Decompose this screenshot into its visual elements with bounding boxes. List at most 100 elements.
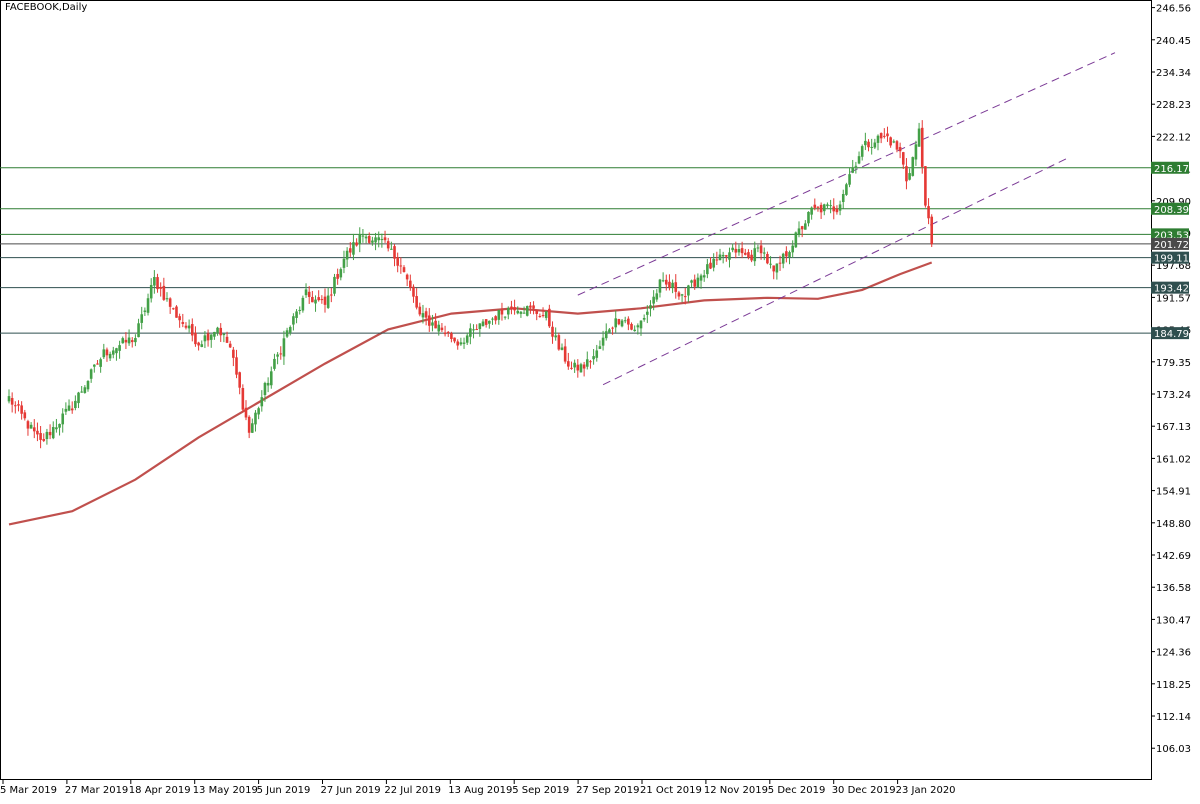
candle xyxy=(488,320,491,329)
candle-body xyxy=(797,228,801,235)
candle-body xyxy=(829,205,832,207)
candle xyxy=(301,295,305,313)
x-tick-label: 27 Mar 2019 xyxy=(65,785,128,796)
candle xyxy=(317,290,320,302)
candle xyxy=(674,274,678,299)
candle-body xyxy=(664,279,668,285)
candle-body xyxy=(898,147,902,152)
candle-body xyxy=(737,249,741,253)
candle-body xyxy=(238,372,241,388)
candle-body xyxy=(206,333,210,341)
y-tick-label: 136.58 xyxy=(1156,583,1191,594)
candle-body xyxy=(510,306,513,309)
candle-body xyxy=(118,345,121,351)
candle xyxy=(358,227,362,253)
candle-body xyxy=(355,242,358,246)
candle-body xyxy=(51,427,55,439)
candle-body xyxy=(699,275,703,281)
y-tick-label: 179.35 xyxy=(1156,358,1191,369)
candle-body xyxy=(228,343,232,348)
candle-body xyxy=(130,340,134,343)
candle xyxy=(339,267,343,281)
candle-body xyxy=(77,392,80,404)
candle-body xyxy=(822,204,826,212)
candle-body xyxy=(386,241,390,249)
candle xyxy=(105,347,109,362)
candle xyxy=(576,359,580,378)
candle xyxy=(99,357,102,373)
candle xyxy=(838,200,842,216)
candle-body xyxy=(778,262,782,264)
candle xyxy=(216,326,219,336)
candle-body xyxy=(810,207,813,215)
candle xyxy=(314,295,317,312)
x-tick-label: 5 Jun 2019 xyxy=(257,785,311,796)
candle xyxy=(494,315,497,325)
candle-body xyxy=(358,234,362,245)
candle-body xyxy=(153,277,156,286)
candle xyxy=(23,409,27,421)
candle-body xyxy=(273,358,276,369)
candle xyxy=(567,352,570,370)
candle-body xyxy=(604,331,608,339)
candle xyxy=(323,288,327,313)
candle xyxy=(911,156,915,177)
candle xyxy=(655,289,659,302)
candle xyxy=(573,359,576,373)
candle xyxy=(399,257,403,274)
candle-body xyxy=(617,318,621,325)
candle xyxy=(772,265,776,280)
candle-body xyxy=(750,254,753,261)
candle-body xyxy=(257,408,260,415)
candle xyxy=(585,351,589,370)
x-tick-label: 21 Oct 2019 xyxy=(640,785,702,796)
candle xyxy=(20,401,23,420)
candle-body xyxy=(668,281,671,288)
candle-body xyxy=(563,346,567,362)
candle xyxy=(835,205,839,215)
candle-body xyxy=(99,359,102,367)
candle-body xyxy=(642,318,646,320)
candle-body xyxy=(314,299,317,304)
candle xyxy=(276,352,279,365)
candle-body xyxy=(516,310,520,314)
candle xyxy=(130,337,134,348)
y-tick-label: 173.24 xyxy=(1156,390,1191,401)
candle xyxy=(298,306,302,315)
candle-body xyxy=(529,305,532,308)
candle-body xyxy=(886,133,889,137)
candle-body xyxy=(159,287,162,289)
candle-body xyxy=(149,284,153,299)
candle xyxy=(307,286,311,304)
candle xyxy=(86,380,90,392)
candle-body xyxy=(835,208,839,213)
candle-body xyxy=(443,332,447,335)
candle-body xyxy=(377,237,381,241)
candle-body xyxy=(241,388,245,410)
candle xyxy=(320,295,324,304)
candle xyxy=(149,278,153,303)
candle xyxy=(222,333,226,343)
candle xyxy=(74,395,77,411)
candle-body xyxy=(235,357,238,375)
candle-body xyxy=(74,400,77,409)
candle-body xyxy=(781,253,785,264)
x-tick-label: 5 Dec 2019 xyxy=(768,785,826,796)
candle xyxy=(696,273,700,288)
candle xyxy=(661,272,665,283)
candle xyxy=(418,302,422,317)
candle xyxy=(740,241,744,259)
candle-body xyxy=(254,412,257,425)
candle xyxy=(421,304,425,324)
candle-body xyxy=(146,298,150,313)
candle xyxy=(797,221,801,238)
candle-body xyxy=(172,308,175,310)
candle xyxy=(412,284,415,303)
candle xyxy=(570,361,573,370)
candle xyxy=(55,418,58,433)
candle-body xyxy=(339,269,343,278)
candle-body xyxy=(326,295,330,308)
candle-body xyxy=(743,252,747,255)
candle-body xyxy=(484,319,488,325)
candle-body xyxy=(105,349,109,356)
